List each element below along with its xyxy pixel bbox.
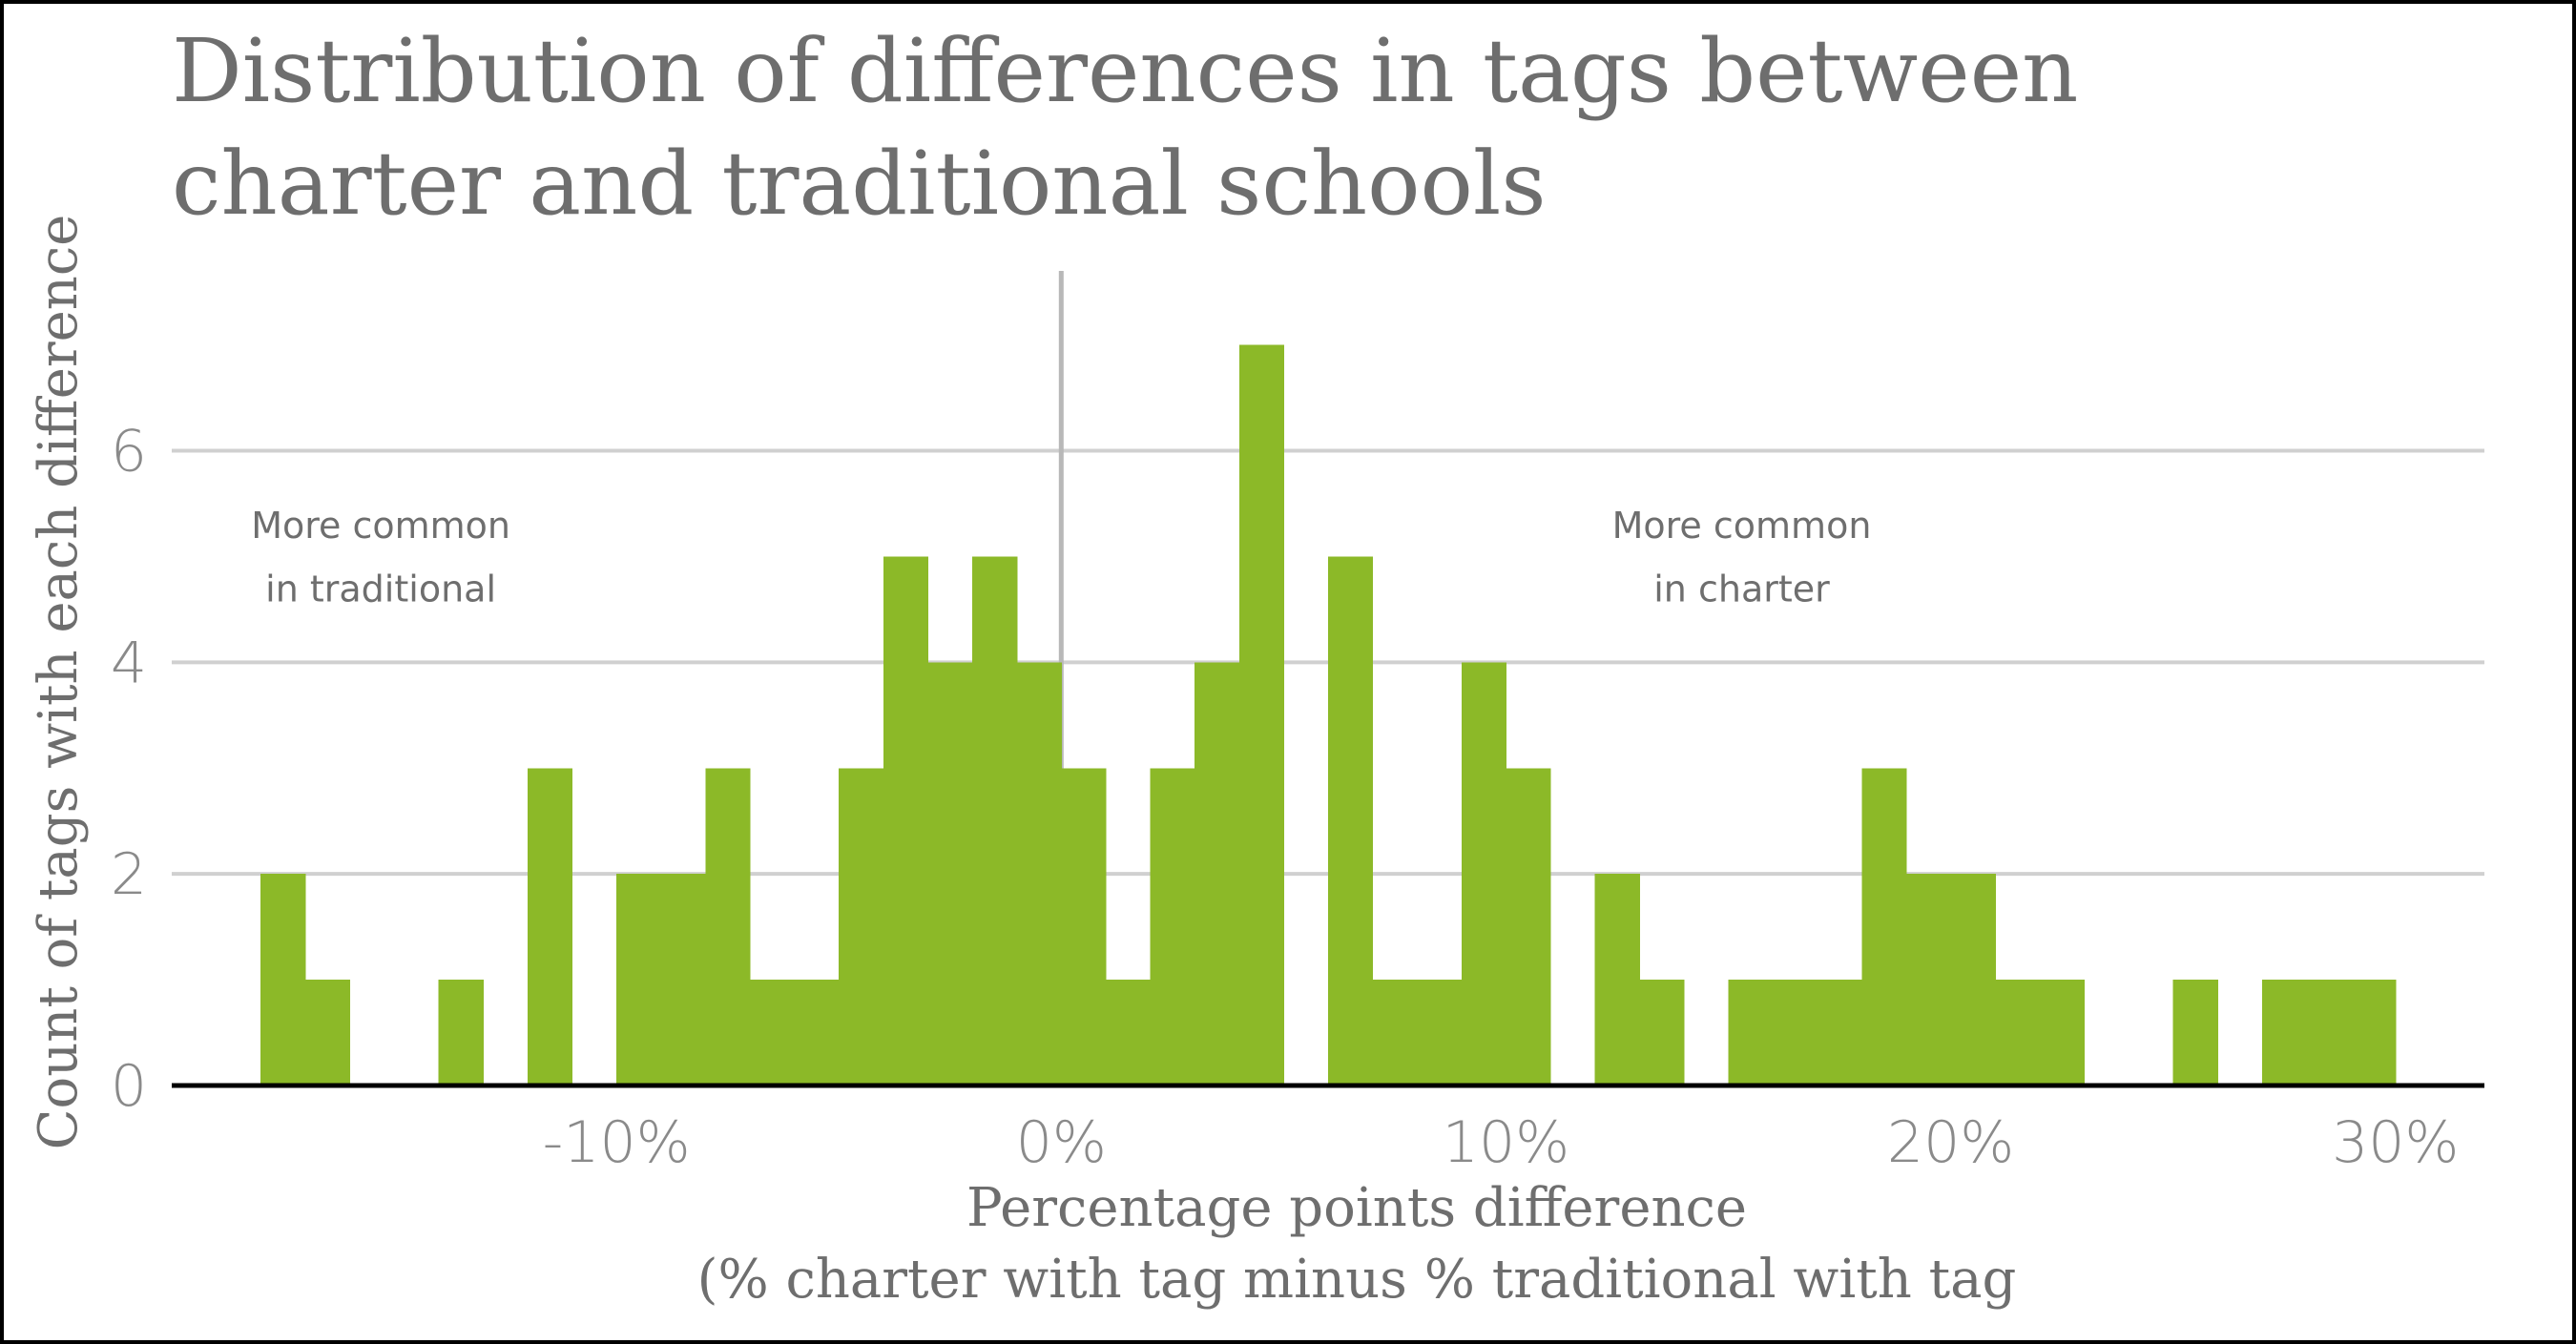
x-tick-labels: -10% 0% 10% 20% 30%: [543, 1109, 2460, 1176]
chart-title-line-1: Distribution of differences in tags betw…: [172, 20, 2078, 122]
histogram-bar: [839, 768, 884, 1086]
y-tick-label: 6: [111, 419, 147, 486]
histogram-bar: [260, 874, 306, 1086]
y-axis-title: Count of tags with each difference: [28, 215, 90, 1150]
histogram-bar: [616, 874, 662, 1086]
x-tick-label: 30%: [2332, 1109, 2459, 1176]
histogram-bar: [794, 980, 840, 1086]
chart-title: Distribution of differences in tags betw…: [172, 20, 2078, 235]
histogram-bar: [1728, 980, 1774, 1086]
histogram-bar: [1238, 344, 1284, 1086]
histogram-bar: [1105, 980, 1152, 1086]
chart-title-line-2: charter and traditional schools: [172, 133, 1547, 235]
x-tick-label: -10%: [543, 1109, 691, 1176]
histogram-bar: [883, 556, 929, 1086]
histogram-bar: [927, 662, 973, 1086]
histogram-bar: [1995, 980, 2041, 1086]
histogram-bar: [660, 874, 706, 1086]
histogram-bar: [2039, 980, 2086, 1086]
histogram-bar: [972, 556, 1018, 1086]
y-tick-label: 0: [111, 1053, 147, 1120]
histogram-bar: [1195, 662, 1240, 1086]
x-axis-title-line-2: (% charter with tag minus % traditional …: [697, 1249, 2017, 1311]
x-axis-title-line-1: Percentage points difference: [966, 1177, 1747, 1239]
x-tick-label: 0%: [1016, 1109, 1107, 1176]
histogram-bar: [1639, 980, 1685, 1086]
histogram-bar: [1817, 980, 1862, 1086]
annotation-text: More common: [251, 505, 510, 547]
y-tick-labels: 0 2 4 6: [111, 419, 147, 1120]
histogram-bar: [1773, 980, 1818, 1086]
x-tick-label: 20%: [1887, 1109, 2014, 1176]
histogram-bar: [1016, 662, 1062, 1086]
histogram-chart: Distribution of differences in tags betw…: [28, 20, 2484, 1311]
histogram-bar: [1861, 768, 1907, 1086]
y-tick-label: 2: [111, 841, 147, 908]
histogram-bar: [1594, 874, 1640, 1086]
annotation-text: More common: [1612, 505, 1872, 547]
histogram-bar: [2172, 980, 2218, 1086]
histogram-bar: [2306, 980, 2352, 1086]
histogram-bar: [438, 980, 484, 1086]
annotation-text: in charter: [1653, 569, 1830, 610]
annotations: More common in traditional More common in c…: [251, 505, 1871, 610]
histogram-bar: [304, 980, 351, 1086]
histogram-bars: [260, 344, 2397, 1086]
annotation-text: in traditional: [265, 569, 496, 610]
y-tick-label: 4: [111, 630, 147, 696]
histogram-bar: [2351, 980, 2397, 1086]
histogram-bar: [1950, 874, 1996, 1086]
histogram-bar: [1061, 768, 1107, 1086]
histogram-bar: [527, 768, 573, 1086]
histogram-bar: [1417, 980, 1463, 1086]
histogram-bar: [1506, 768, 1551, 1086]
x-tick-label: 10%: [1443, 1109, 1569, 1176]
histogram-bar: [2261, 980, 2308, 1086]
histogram-bar: [1461, 662, 1507, 1086]
histogram-bar: [1328, 556, 1374, 1086]
histogram-bar: [705, 768, 751, 1086]
histogram-bar: [1906, 874, 1952, 1086]
histogram-bar: [1372, 980, 1418, 1086]
histogram-bar: [750, 980, 796, 1086]
histogram-bar: [1150, 768, 1195, 1086]
